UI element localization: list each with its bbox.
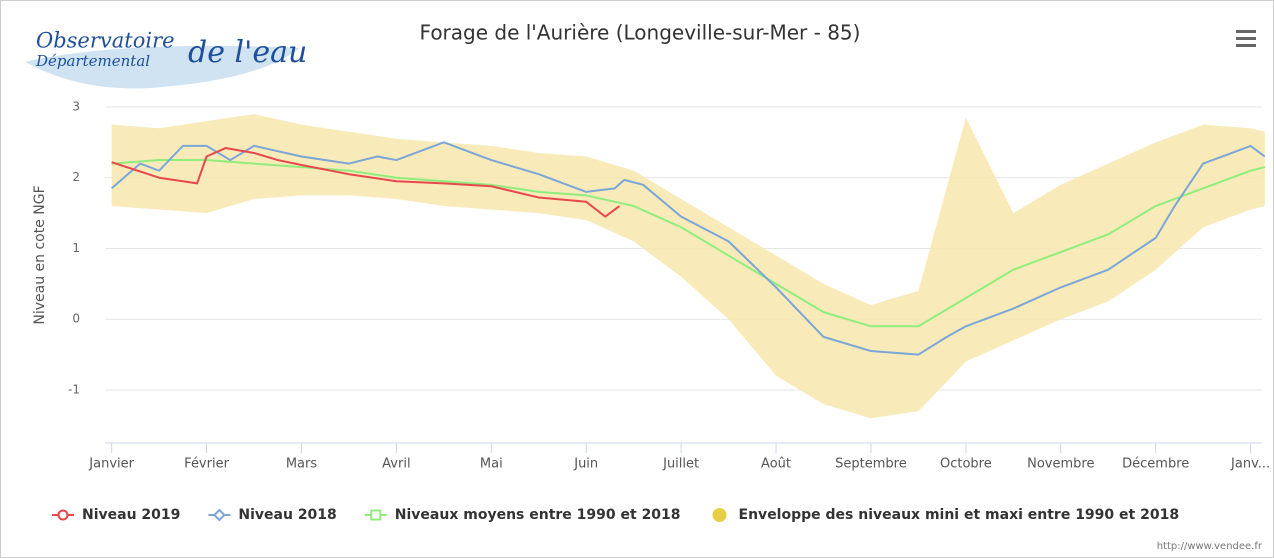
logo-text: Départemental xyxy=(35,52,150,70)
x-tick-label: Avril xyxy=(382,457,410,472)
y-tick-label: -1 xyxy=(68,382,80,396)
y-axis-label: Niveau en cote NGF xyxy=(32,185,48,324)
x-tick-label: Juin xyxy=(573,457,598,472)
logo: Observatoire Départemental de l'eau xyxy=(25,29,307,89)
envelope-area xyxy=(111,114,1265,419)
x-tick-label: Mai xyxy=(480,457,503,472)
y-tick-label: 3 xyxy=(72,100,80,114)
y-tick-label: 1 xyxy=(72,241,80,255)
legend-label: Niveau 2019 xyxy=(82,507,180,523)
series-line xyxy=(111,159,1266,328)
x-tick-label: Novembre xyxy=(1027,457,1094,472)
y-tick-label: 0 xyxy=(72,312,80,326)
y-tick-label: 2 xyxy=(72,170,80,184)
logo-text: de l'eau xyxy=(188,35,307,70)
chart-title: Forage de l'Aurière (Longeville-sur-Mer … xyxy=(420,21,861,45)
x-tick-label: Décembre xyxy=(1122,457,1189,472)
x-tick-label: Août xyxy=(761,457,791,472)
legend-marker xyxy=(57,509,69,521)
series-line xyxy=(110,141,1266,356)
menu-button[interactable] xyxy=(1236,30,1256,47)
x-tick-label: Mars xyxy=(286,457,318,472)
x-tick-label: Septembre xyxy=(835,457,907,472)
menu-bar[interactable] xyxy=(1236,37,1256,40)
legend-marker xyxy=(712,508,727,522)
source: http://www.vendee.fr xyxy=(1157,541,1263,552)
menu-bar[interactable] xyxy=(1236,30,1256,33)
legend-label: Niveau 2018 xyxy=(238,507,336,523)
logo-wave xyxy=(25,45,300,89)
x-tick-label: Janv... xyxy=(1230,457,1270,472)
x-tick-label: Octobre xyxy=(940,457,992,472)
x-tick-label: Février xyxy=(184,457,229,472)
legend-marker xyxy=(212,508,226,522)
x-tick-label: Juillet xyxy=(662,457,699,472)
logo-text: Observatoire xyxy=(36,29,175,53)
legend-marker xyxy=(370,509,382,521)
series-line xyxy=(111,147,621,218)
legend-label: Niveaux moyens entre 1990 et 2018 xyxy=(395,507,681,523)
menu-bar[interactable] xyxy=(1236,44,1256,47)
legend-label: Enveloppe des niveaux mini et maxi entre… xyxy=(739,507,1180,523)
x-tick-label: Janvier xyxy=(88,457,134,472)
